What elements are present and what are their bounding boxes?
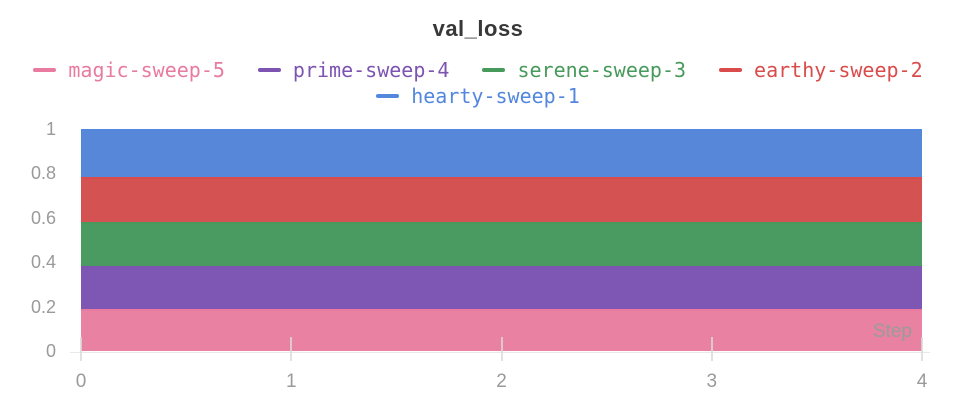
legend-line-swatch: [719, 68, 743, 72]
y-tick-label: 0.2: [30, 296, 56, 317]
x-axis-title: Step: [872, 321, 912, 342]
legend-label: earthy-sweep-2: [754, 58, 923, 82]
legend-item-serene-sweep-3[interactable]: serene-sweep-3: [482, 57, 686, 83]
legend-label: magic-sweep-5: [68, 58, 225, 82]
legend-item-magic-sweep-5[interactable]: magic-sweep-5: [33, 57, 225, 83]
area-band-hearty-sweep-1: [81, 129, 922, 177]
legend-label: prime-sweep-4: [292, 58, 450, 82]
area-band-prime-sweep-4: [81, 265, 922, 309]
x-tick-label: 0: [75, 371, 87, 392]
chart-title: val_loss: [432, 16, 524, 41]
y-tick-label: 0.4: [30, 252, 56, 273]
x-tick-label: 4: [916, 371, 928, 392]
y-tick-label: 0: [45, 341, 56, 361]
x-axis-line: [70, 352, 930, 353]
legend: magic-sweep-5 prime-sweep-4 serene-sweep-3…: [0, 57, 956, 109]
legend-line-swatch: [482, 68, 506, 72]
x-tick-label: 1: [285, 371, 297, 392]
x-tick-mark: [290, 337, 293, 361]
legend-line-swatch: [257, 68, 281, 72]
legend-item-earthy-sweep-2[interactable]: earthy-sweep-2: [719, 57, 923, 83]
legend-label: serene-sweep-3: [517, 58, 687, 82]
legend-item-hearty-sweep-1[interactable]: hearty-sweep-1: [376, 83, 580, 109]
x-tick-label: 2: [496, 371, 507, 392]
plot-area[interactable]: Step: [81, 129, 922, 351]
y-tick-label: 0.6: [30, 207, 56, 228]
x-tick-mark: [80, 337, 82, 361]
legend-item-prime-sweep-4[interactable]: prime-sweep-4: [257, 57, 450, 83]
area-band-serene-sweep-3: [81, 222, 922, 266]
legend-line-swatch: [33, 68, 57, 72]
x-tick-mark: [500, 337, 503, 361]
legend-line-swatch: [376, 94, 400, 98]
y-tick-label: 1: [45, 119, 56, 139]
x-tick-label: 3: [706, 371, 718, 392]
x-tick-mark: [921, 337, 923, 361]
y-tick-label: 0.8: [30, 163, 56, 184]
x-tick-mark: [710, 337, 713, 361]
area-band-earthy-sweep-2: [81, 176, 922, 223]
legend-label: hearty-sweep-1: [411, 84, 580, 108]
